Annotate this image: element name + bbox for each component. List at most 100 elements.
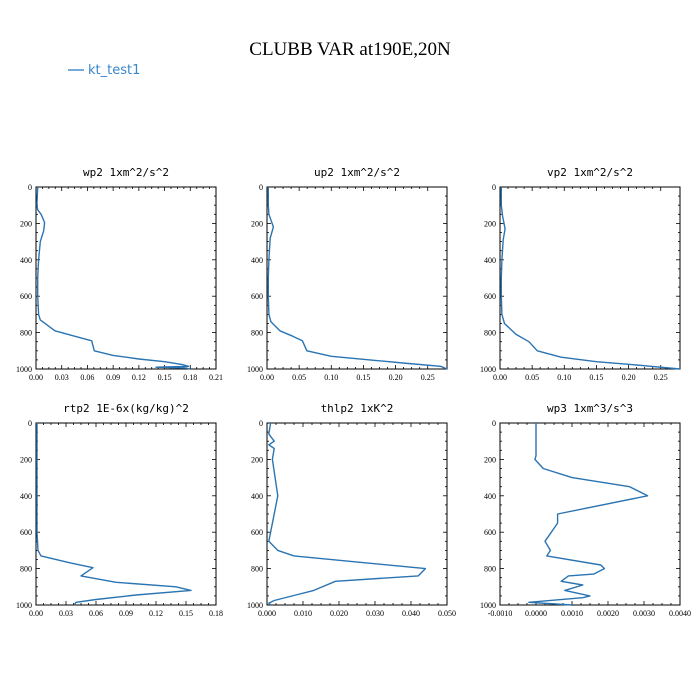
x-tick-label: 0.03 [59, 609, 73, 618]
x-tick-label: 0.21 [209, 373, 223, 382]
x-tick-label: 0.0010 [561, 609, 583, 618]
y-tick-label: 200 [484, 219, 496, 228]
x-tick-label: 0.25 [421, 373, 435, 382]
series-line-1 [528, 423, 649, 606]
y-tick-label: 0 [28, 183, 32, 192]
x-tick-label: 0.00 [29, 373, 43, 382]
plot-frame [499, 186, 681, 370]
y-tick-label: 400 [251, 492, 263, 501]
x-tick-label: 0.020 [330, 609, 348, 618]
x-tick-label: 0.15 [589, 373, 603, 382]
y-tick-label: 0 [259, 183, 263, 192]
panel-title: wp2 1xm^2/s^2 [83, 166, 169, 179]
x-tick-label: 0.050 [438, 609, 456, 618]
y-tick-label: 600 [251, 528, 263, 537]
y-tick-label: 800 [251, 329, 263, 338]
y-tick-label: 600 [20, 528, 32, 537]
y-tick-label: 200 [484, 455, 496, 464]
panel-title: vp2 1xm^2/s^2 [547, 166, 633, 179]
series-line-1 [36, 186, 191, 370]
y-tick-label: 400 [20, 256, 32, 265]
panel-title: rtp2 1E-6x(kg/kg)^2 [63, 402, 189, 415]
y-tick-label: 0 [492, 419, 496, 428]
y-tick-label: 800 [20, 329, 32, 338]
x-tick-label: 0.15 [356, 373, 370, 382]
plot-frame [499, 422, 681, 606]
y-tick-label: 400 [484, 256, 496, 265]
y-tick-label: 200 [251, 455, 263, 464]
plot-frame [266, 422, 448, 606]
y-tick-label: 1000 [16, 601, 32, 610]
y-tick-label: 800 [251, 565, 263, 574]
x-tick-label: 0.12 [149, 609, 163, 618]
x-tick-label: 0.03 [55, 373, 69, 382]
y-tick-label: 0 [492, 183, 496, 192]
y-tick-label: 1000 [247, 601, 263, 610]
x-tick-label: 0.18 [183, 373, 197, 382]
y-tick-label: 800 [484, 565, 496, 574]
x-tick-label: 0.10 [324, 373, 338, 382]
y-tick-label: 800 [484, 329, 496, 338]
x-tick-label: 0.0030 [633, 609, 655, 618]
series-line-1 [36, 423, 192, 606]
panel-1: wp2 1xm^2/s^2 0.00 0.03 0.06 0.09 0.12 0.15 0.1… [16, 166, 223, 382]
x-tick-label: 0.15 [179, 609, 193, 618]
y-tick-label: 1000 [16, 365, 32, 374]
panel-4: rtp2 1E-6x(kg/kg)^2 0.00 0.03 0.06 0.09 0.12 0… [16, 402, 223, 618]
plot-frame [266, 186, 448, 370]
y-tick-label: 200 [20, 219, 32, 228]
y-tick-label: 600 [484, 292, 496, 301]
panels: wp2 1xm^2/s^2 0.00 0.03 0.06 0.09 0.12 0.15 0.1… [16, 166, 691, 618]
x-tick-label: 0.12 [132, 373, 146, 382]
x-tick-label: 0.0000 [525, 609, 547, 618]
x-tick-label: 0.18 [209, 609, 223, 618]
y-tick-label: 1000 [480, 365, 496, 374]
x-tick-label: -0.0010 [488, 609, 513, 618]
panel-title: wp3 1xm^3/s^3 [547, 402, 633, 415]
x-tick-label: 0.040 [402, 609, 420, 618]
x-tick-label: 0.00 [29, 609, 43, 618]
panel-2: up2 1xm^2/s^2 0.00 0.05 0.10 0.15 0.20 0.25 0 20… [247, 166, 448, 382]
panel-title: thlp2 1xK^2 [321, 402, 394, 415]
x-tick-label: 0.06 [89, 609, 103, 618]
x-tick-label: 0.25 [654, 373, 668, 382]
x-tick-label: 0.030 [366, 609, 384, 618]
series-line-1 [268, 422, 427, 606]
panel-6: wp3 1xm^3/s^3 -0.0010 0.0000 0.0010 0.0020 0.… [480, 402, 691, 618]
x-tick-label: 0.09 [119, 609, 133, 618]
plot-frame [35, 186, 217, 370]
panel-title: up2 1xm^2/s^2 [314, 166, 400, 179]
legend-label: kt_test1 [88, 63, 140, 78]
x-tick-label: 0.15 [158, 373, 172, 382]
x-tick-label: 0.00 [493, 373, 507, 382]
series-line-1 [500, 187, 681, 370]
y-tick-label: 0 [28, 419, 32, 428]
y-tick-label: 400 [20, 492, 32, 501]
y-tick-label: 1000 [480, 601, 496, 610]
x-tick-label: 0.09 [106, 373, 120, 382]
x-tick-label: 0.000 [258, 609, 276, 618]
panel-3: vp2 1xm^2/s^2 0.00 0.05 0.10 0.15 0.20 0.25 0 20… [480, 166, 681, 382]
y-tick-label: 600 [20, 292, 32, 301]
panel-5: thlp2 1xK^2 0.000 0.010 0.020 0.030 0.040 0.05… [247, 402, 456, 618]
y-tick-label: 400 [484, 492, 496, 501]
y-tick-label: 200 [251, 219, 263, 228]
x-tick-label: 0.0040 [669, 609, 691, 618]
y-tick-label: 200 [20, 455, 32, 464]
legend: kt_test1 [68, 63, 140, 78]
x-tick-label: 0.0020 [597, 609, 619, 618]
y-tick-label: 400 [251, 256, 263, 265]
x-tick-label: 0.05 [525, 373, 539, 382]
chart-title: CLUBB VAR at190E,20N [249, 39, 451, 60]
x-tick-label: 0.010 [294, 609, 312, 618]
y-tick-label: 1000 [247, 365, 263, 374]
y-tick-label: 600 [251, 292, 263, 301]
series-line-1 [267, 187, 448, 370]
x-tick-label: 0.00 [260, 373, 274, 382]
plot-frame [35, 422, 217, 606]
x-tick-label: 0.10 [557, 373, 571, 382]
y-tick-label: 600 [484, 528, 496, 537]
y-tick-label: 800 [20, 565, 32, 574]
y-tick-label: 0 [259, 419, 263, 428]
